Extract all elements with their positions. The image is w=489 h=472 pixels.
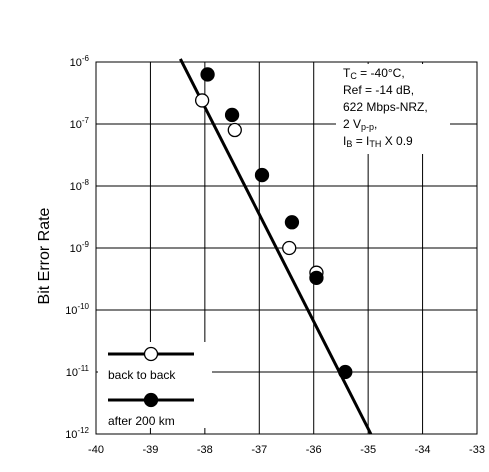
annotation-line: 622 Mbps-NRZ, [343, 100, 428, 114]
y-tick-base: 10 [70, 57, 82, 69]
point-back-to-back [227, 122, 242, 138]
annotation-subscript: C [350, 71, 357, 81]
y-tick-exponent: -7 [82, 116, 90, 125]
y-tick-base: 10 [65, 429, 77, 441]
x-tick-label: -39 [142, 444, 158, 456]
y-tick-base: 10 [65, 305, 77, 317]
y-tick-label: 10-12 [65, 426, 89, 441]
annotation-line: 2 Vp-p, [343, 117, 377, 132]
y-tick-base: 10 [70, 243, 82, 255]
annotation-text: = -40°C, [357, 66, 405, 80]
point-after-200km [309, 270, 324, 286]
y-tick-exponent: -12 [77, 426, 89, 435]
annotation-text: T [343, 66, 351, 80]
annotation-subscript: p-p [361, 122, 374, 132]
annotation-box [336, 64, 450, 154]
x-tick-label: -36 [306, 444, 322, 456]
annotation: TC = -40°C, Ref = -14 dB, 622 Mbps-NRZ, 2 V… [343, 66, 428, 149]
y-tick-exponent: -6 [82, 54, 90, 63]
plot-frame [95, 61, 478, 435]
legend-marker-after-200km [143, 392, 159, 408]
y-tick-exponent: -9 [82, 240, 90, 249]
tick-labels: -40 -39 -38 -37 -36 -35 -34 -3310-610-710-810-9… [65, 54, 485, 456]
point-after-200km [254, 167, 270, 183]
annotation-text: I [343, 134, 346, 148]
point-after-200km [224, 107, 240, 123]
annotation-text: , [374, 117, 377, 131]
annotation-line: TC = -40°C, [343, 66, 405, 81]
legend-label: back to back [108, 368, 176, 382]
y-tick-label: 10-7 [70, 116, 90, 131]
annotation-text: X 0.9 [381, 134, 413, 148]
x-tick-label: -33 [469, 444, 485, 456]
y-tick-label: 10-9 [70, 240, 90, 255]
legend-label: after 200 km [108, 414, 175, 428]
annotation-line: IB = ITH X 0.9 [343, 134, 413, 149]
annotation-subscript: TH [369, 139, 381, 149]
y-tick-exponent: -10 [77, 302, 89, 311]
point-back-to-back [194, 93, 210, 108]
y-tick-base: 10 [66, 367, 78, 379]
point-after-200km [284, 215, 300, 230]
y-tick-base: 10 [70, 181, 82, 193]
point-after-200km [200, 67, 215, 82]
legend-marker-back-to-back [143, 346, 159, 362]
point-after-200km [338, 364, 353, 380]
annotation-subscript: B [346, 139, 352, 149]
x-tick-label: -35 [360, 444, 376, 456]
y-tick-label: 10-11 [66, 364, 90, 379]
annotation-text: 2 V [343, 117, 361, 131]
data-points [194, 67, 353, 380]
y-tick-label: 10-10 [65, 302, 89, 317]
y-tick-base: 10 [70, 119, 82, 131]
y-axis-label: Bit Error Rate [36, 207, 53, 304]
annotation-line: Ref = -14 dB, [343, 83, 414, 97]
x-tick-label: -38 [197, 444, 213, 456]
point-back-to-back [282, 240, 297, 256]
y-tick-exponent: -8 [82, 178, 90, 187]
x-tick-label: -40 [88, 444, 104, 456]
y-tick-label: 10-8 [70, 178, 90, 193]
y-tick-exponent: -11 [78, 364, 90, 373]
annotation-text: Ref = -14 dB, [343, 83, 414, 97]
x-tick-label: -34 [415, 444, 431, 456]
annotation-text: 622 Mbps-NRZ, [343, 100, 428, 114]
y-tick-label: 10-6 [70, 54, 90, 69]
annotation-text: = I [352, 134, 369, 148]
legend: back to back after 200 km [108, 346, 194, 428]
x-tick-label: -37 [251, 444, 267, 456]
